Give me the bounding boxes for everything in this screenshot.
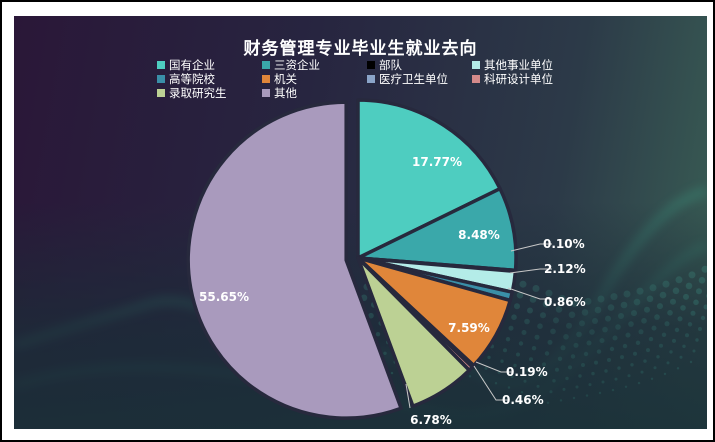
legend-item[interactable]: 三资企业 xyxy=(262,58,320,72)
legend-item[interactable]: 机关 xyxy=(262,72,297,86)
label-leader-line xyxy=(509,268,552,274)
legend-label: 三资企业 xyxy=(274,58,320,72)
legend-label: 其他事业单位 xyxy=(484,58,553,72)
legend-swatch-icon xyxy=(157,89,165,97)
legend-label: 科研设计单位 xyxy=(484,72,553,86)
slice-label: 17.77% xyxy=(412,155,462,169)
legend-label: 其他 xyxy=(274,86,297,100)
slice-label: 0.86% xyxy=(544,295,586,309)
legend-item[interactable]: 科研设计单位 xyxy=(472,72,553,86)
slice-label: 8.48% xyxy=(458,228,500,242)
legend-label: 部队 xyxy=(379,58,402,72)
legend-swatch-icon xyxy=(262,61,270,69)
slice-label: 2.12% xyxy=(544,262,586,276)
legend-item[interactable]: 医疗卫生单位 xyxy=(367,72,448,86)
slice-label: 0.10% xyxy=(543,237,585,251)
legend-label: 录取研究生 xyxy=(169,86,227,100)
slice-label: 0.46% xyxy=(502,393,544,407)
pie-slice[interactable] xyxy=(356,256,471,408)
legend-swatch-icon xyxy=(157,75,165,83)
legend-swatch-icon xyxy=(157,61,165,69)
pie-slice[interactable] xyxy=(356,98,502,260)
legend-item[interactable]: 高等院校 xyxy=(157,72,215,86)
legend-swatch-icon xyxy=(262,89,270,97)
chart-panel: 财务管理专业毕业生就业去向 国有企业 三资企业 部队 其他事业单位高等院校 机关 医疗卫生… xyxy=(14,16,707,429)
slice-label: 7.59% xyxy=(448,321,490,335)
label-leader-line xyxy=(473,365,508,401)
label-leader-line xyxy=(507,287,552,300)
legend-item[interactable]: 国有企业 xyxy=(157,58,215,72)
legend-label: 机关 xyxy=(274,72,297,86)
legend-label: 高等院校 xyxy=(169,72,215,86)
slice-label: 55.65% xyxy=(199,290,249,304)
chart-title: 财务管理专业毕业生就业去向 xyxy=(243,39,478,59)
label-leader-line xyxy=(510,243,552,252)
pie-chart: 17.77% 8.48% 0.10% 2.12% 0.86% 7.59% 0.19% 0.46… xyxy=(186,98,586,427)
legend-label: 医疗卫生单位 xyxy=(379,72,448,86)
label-leader-line xyxy=(405,383,411,409)
legend-swatch-icon xyxy=(472,75,480,83)
slice-label: 6.78% xyxy=(410,413,452,427)
legend-label: 国有企业 xyxy=(169,58,215,72)
legend-swatch-icon xyxy=(367,61,375,69)
legend-swatch-icon xyxy=(262,75,270,83)
pie-slice[interactable] xyxy=(186,100,403,420)
legend-item[interactable]: 部队 xyxy=(367,58,402,72)
legend-item[interactable]: 其他 xyxy=(262,86,297,100)
legend-swatch-icon xyxy=(472,61,480,69)
legend-swatch-icon xyxy=(367,75,375,83)
label-leader-line xyxy=(475,361,513,373)
slice-label: 0.19% xyxy=(506,365,548,379)
legend-item[interactable]: 录取研究生 xyxy=(157,86,227,100)
legend-item[interactable]: 其他事业单位 xyxy=(472,58,553,72)
